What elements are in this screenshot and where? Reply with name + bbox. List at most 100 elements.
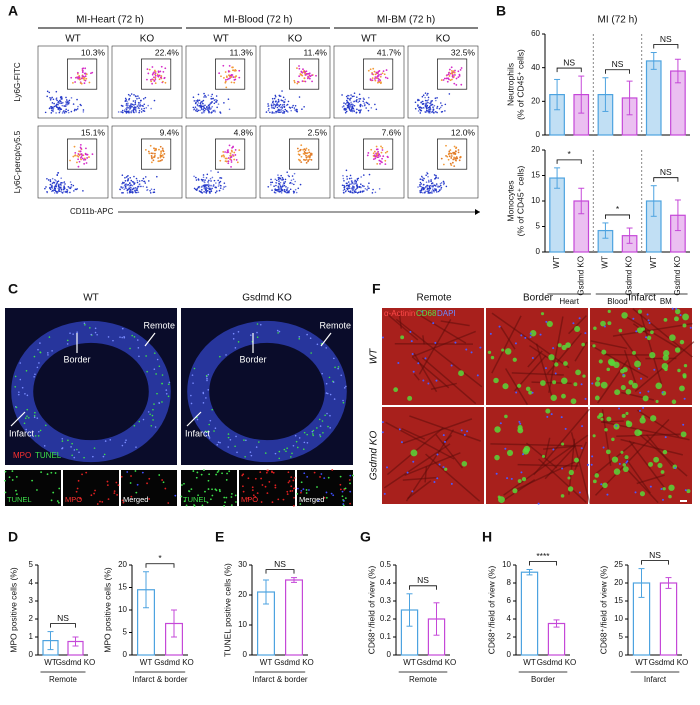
flow-event (271, 97, 274, 100)
flow-event (440, 188, 442, 190)
inset-speck (343, 488, 346, 491)
inset-speck (299, 503, 302, 505)
flow-event (269, 111, 271, 114)
flow-event (276, 189, 278, 191)
stain-speck (142, 418, 145, 421)
fiber (504, 368, 529, 406)
x-tick-label: WT (260, 658, 273, 667)
flow-event (379, 82, 382, 85)
flow-event (424, 92, 427, 94)
stain-speck (227, 433, 230, 435)
flow-event (57, 180, 60, 183)
bar (520, 571, 539, 656)
flow-event (156, 175, 158, 178)
flow-event (293, 183, 295, 186)
flow-event (194, 106, 197, 108)
flow-event (155, 147, 157, 150)
flow-group: KO (436, 34, 451, 45)
fiber (548, 316, 564, 393)
flow-event (129, 108, 131, 110)
flow-event (273, 112, 275, 114)
stain-speck (207, 389, 210, 391)
flow-event (360, 176, 362, 178)
flow-event (154, 78, 157, 81)
nucleus (645, 336, 648, 339)
stain-speck (312, 434, 315, 437)
flow-event (57, 191, 59, 193)
flow-event (52, 181, 55, 184)
error-bar (554, 78, 561, 111)
flow-event (77, 77, 79, 80)
flow-event (356, 184, 358, 186)
stain-speck (24, 393, 26, 395)
flow-event (84, 79, 87, 82)
stain-speck (149, 413, 151, 416)
flow-event (274, 104, 277, 106)
flow-event (342, 177, 345, 180)
flow-event (134, 108, 137, 110)
flow-event (154, 76, 157, 79)
histology-column: Border (523, 293, 554, 304)
flow-event (140, 99, 142, 102)
stain-speck (158, 365, 161, 368)
flow-event (192, 108, 195, 111)
stain-speck (131, 334, 133, 337)
flow-event (219, 159, 222, 162)
flow-event (52, 110, 54, 112)
flow-event (125, 99, 128, 101)
error-bar (433, 602, 440, 636)
flow-event (303, 106, 305, 108)
stain-speck (19, 362, 22, 364)
flow-event (49, 180, 52, 183)
nucleus (679, 314, 682, 317)
flow-event (280, 188, 282, 190)
flow-event (277, 174, 279, 176)
stain-speck (90, 333, 93, 336)
significance-bracket (653, 177, 679, 182)
flow-event (238, 149, 241, 152)
inset-image (239, 470, 295, 506)
cd68-cell (662, 487, 666, 491)
inset-speck (313, 471, 316, 474)
y-tick-label: 3 (29, 596, 34, 605)
stain-legend: α-Actinin (384, 309, 415, 318)
flow-event (283, 112, 285, 114)
cd68-cell (506, 449, 514, 456)
flow-event (138, 180, 141, 182)
arrow (10, 411, 26, 427)
flow-event (271, 189, 273, 191)
y-tick-label: 0 (619, 650, 624, 659)
nucleus (552, 448, 555, 451)
error-bar (406, 593, 413, 627)
flow-event (267, 103, 269, 105)
flow-event (381, 72, 384, 75)
flow-event (217, 185, 220, 187)
stain-speck (151, 414, 154, 417)
flow-event (277, 98, 280, 101)
fiber (574, 341, 588, 362)
flow-event (122, 186, 124, 189)
flow-event (374, 103, 376, 106)
significance-bracket (556, 159, 582, 164)
flow-event (298, 65, 300, 67)
stain-speck (47, 354, 49, 356)
flow-event (203, 96, 205, 98)
y-tick-label: 8 (507, 578, 512, 587)
flow-event (346, 187, 348, 190)
flow-event (274, 188, 277, 191)
flow-event (347, 104, 350, 107)
inset-speck (286, 493, 289, 496)
inset-speck (106, 484, 109, 487)
nucleus (638, 409, 641, 412)
flow-event (454, 74, 456, 76)
flow-event (207, 183, 210, 185)
nucleus (661, 498, 664, 501)
flow-event (232, 76, 235, 79)
flow-event (275, 179, 278, 182)
flow-event (151, 157, 153, 160)
flow-event (283, 184, 286, 187)
flow-event (192, 96, 195, 99)
flow-event (79, 150, 82, 153)
cd68-cell (504, 414, 508, 419)
nucleus (427, 382, 430, 385)
